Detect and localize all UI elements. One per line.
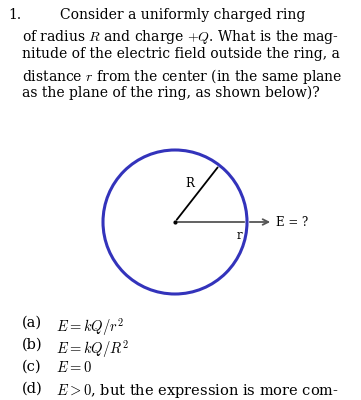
Text: (c): (c): [22, 360, 42, 374]
Text: distance $r$ from the center (in the same plane: distance $r$ from the center (in the sam…: [22, 66, 343, 86]
Text: nitude of the electric field outside the ring, a: nitude of the electric field outside the…: [22, 47, 340, 61]
Text: (d): (d): [22, 382, 43, 396]
Text: $E > 0$, but the expression is more com-: $E > 0$, but the expression is more com-: [56, 382, 339, 400]
Text: (a): (a): [22, 316, 42, 330]
Text: (b): (b): [22, 338, 43, 352]
Text: Consider a uniformly charged ring: Consider a uniformly charged ring: [60, 8, 305, 22]
Text: as the plane of the ring, as shown below)?: as the plane of the ring, as shown below…: [22, 86, 320, 100]
Text: $E = 0$: $E = 0$: [56, 360, 92, 375]
Text: of radius $R$ and charge $+Q$. What is the mag-: of radius $R$ and charge $+Q$. What is t…: [22, 28, 339, 46]
Text: R: R: [185, 177, 194, 190]
Text: r: r: [236, 229, 242, 242]
Text: $E = kQ/R^2$: $E = kQ/R^2$: [56, 338, 129, 360]
Text: E = ?: E = ?: [276, 216, 308, 228]
Text: $E = kQ/r^2$: $E = kQ/r^2$: [56, 316, 124, 338]
Text: 1.: 1.: [8, 8, 21, 22]
